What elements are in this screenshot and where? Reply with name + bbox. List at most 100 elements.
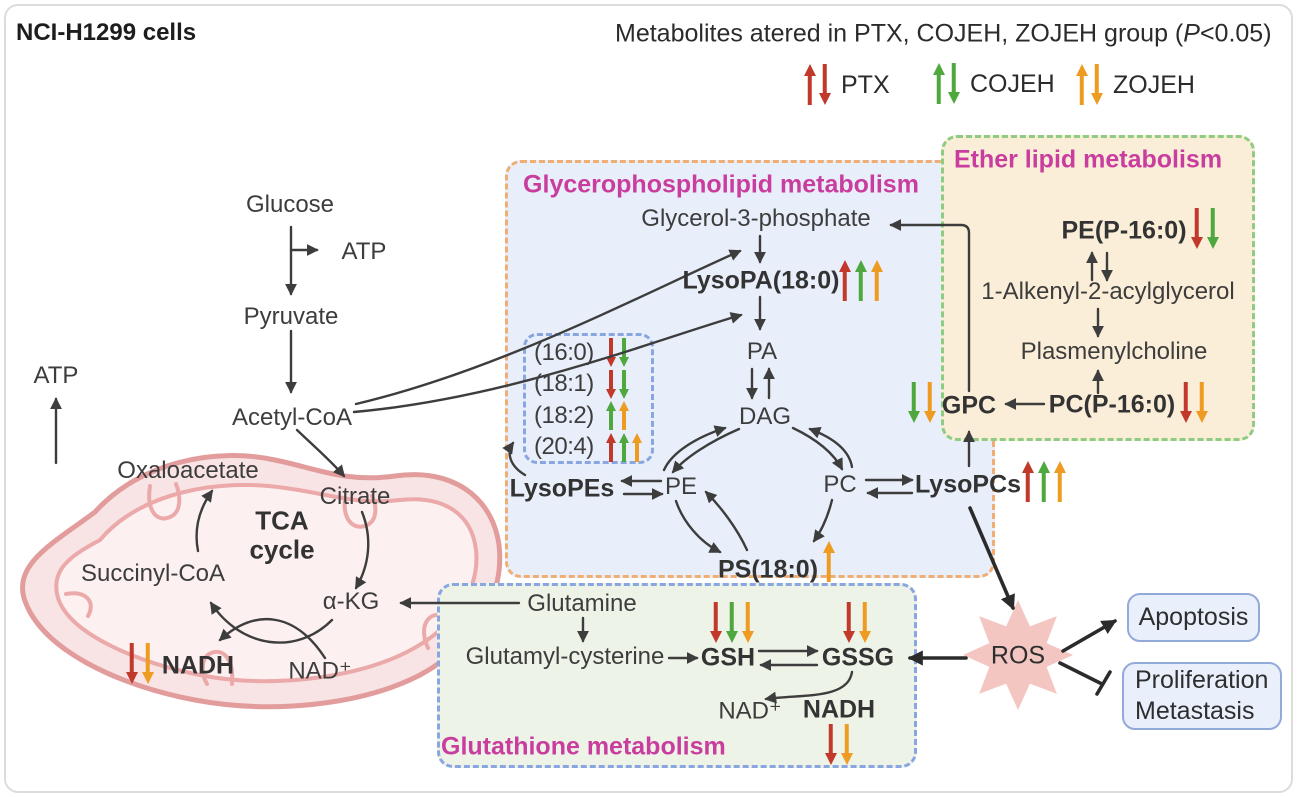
- change-arrow-ptx-down: [818, 64, 831, 105]
- label-gssg: GSSG: [821, 643, 895, 672]
- lysopa-change-arrows: [838, 260, 883, 301]
- change-arrow-zojeh-down: [840, 724, 853, 765]
- label-gsh: GSH: [700, 643, 756, 672]
- change-arrow-cojeh-down: [725, 602, 738, 643]
- change-arrow-cojeh-up: [618, 433, 629, 462]
- label-lysopcs: LysoPCs: [914, 470, 1022, 499]
- label-pep160: PE(P-16:0): [1061, 216, 1187, 245]
- legend-title-pvalue: P: [1183, 19, 1200, 48]
- apoptosis-box: Apoptosis: [1127, 593, 1260, 642]
- nadh-glutathione-change-arrows: [824, 724, 853, 765]
- change-arrows: [605, 338, 629, 367]
- label-glutamine: Glutamine: [527, 590, 637, 617]
- change-arrow-ptx-down: [125, 643, 138, 684]
- label-citrate: Citrate: [319, 483, 391, 510]
- fatty-acid-label: (20:4): [534, 433, 594, 461]
- change-arrow-cojeh-up: [854, 260, 867, 301]
- fatty-acid-label: (18:1): [534, 370, 594, 398]
- change-arrow-zojeh-down: [858, 602, 871, 643]
- change-arrow-zojeh-down: [923, 382, 936, 423]
- fatty-acid-label: (16:0): [534, 338, 594, 366]
- legend-item-zojeh: ZOJEH: [1075, 64, 1195, 105]
- label-pyruvate: Pyruvate: [243, 303, 339, 330]
- change-arrow-zojeh-up: [822, 541, 835, 582]
- legend-title-prefix: Metabolites atered in PTX, COJEH, ZOJEH …: [615, 19, 1184, 48]
- gpc-change-arrows: [907, 382, 936, 423]
- gsh-change-arrows: [709, 602, 754, 643]
- legend-title: Metabolites atered in PTX, COJEH, ZOJEH …: [615, 20, 1272, 49]
- label-nad-mito: NAD⁺: [288, 657, 352, 685]
- fatty-acid-row: (16:0): [534, 337, 651, 369]
- lysope-species-box: (16:0) (18:1) (18:2) (20:4): [523, 333, 654, 464]
- pep160-change-arrows: [1190, 208, 1219, 249]
- proliferation-metastasis-box: Proliferation Metastasis: [1122, 662, 1282, 730]
- change-arrow-zojeh-down: [1195, 382, 1208, 423]
- change-arrow-cojeh-down: [618, 370, 629, 399]
- label-oxaloacetate: Oxaloacetate: [117, 457, 259, 484]
- label-glycerol-3-phosphate: Glycerol-3-phosphate: [641, 205, 871, 232]
- change-arrow-ptx-up: [803, 64, 816, 105]
- label-dag: DAG: [738, 403, 792, 430]
- change-arrow-zojeh-up: [631, 433, 642, 462]
- label-ros: ROS: [990, 641, 1046, 670]
- label-nad-glutathione: NAD⁺: [718, 697, 782, 725]
- cojeh-legend-label: COJEH: [970, 70, 1055, 98]
- pcp160-change-arrows: [1179, 382, 1208, 423]
- zojeh-legend-label: ZOJEH: [1113, 71, 1195, 99]
- change-arrow-cojeh-down: [947, 63, 960, 104]
- change-arrow-ptx-down: [1190, 208, 1203, 249]
- label-ps: PS(18:0): [717, 555, 819, 584]
- change-arrow-cojeh-down: [618, 338, 629, 367]
- change-arrow-ptx-up: [838, 260, 851, 301]
- change-arrow-zojeh-down: [1090, 64, 1103, 105]
- change-arrow-ptx-down: [605, 370, 616, 399]
- label-glucose: Glucose: [245, 191, 335, 218]
- label-gpc: GPC: [941, 391, 997, 420]
- ptx-legend-label: PTX: [841, 71, 890, 99]
- change-arrow-ptx-down: [824, 724, 837, 765]
- change-arrow-cojeh-down: [1206, 208, 1219, 249]
- label-tca-cycle: TCA cycle: [249, 505, 315, 565]
- label-pcp160: PC(P-16:0): [1048, 390, 1176, 419]
- ether-lipid-title: Ether lipid metabolism: [953, 145, 1223, 174]
- change-arrows: [605, 370, 629, 399]
- legend-item-ptx: PTX: [803, 64, 890, 105]
- change-arrow-ptx-up: [605, 433, 616, 462]
- change-arrow-zojeh-up: [1075, 64, 1088, 105]
- glutathione-title: Glutathione metabolism: [441, 732, 726, 761]
- fatty-acid-row: (20:4): [534, 432, 651, 464]
- lysopcs-change-arrows: [1021, 461, 1066, 502]
- change-arrows: [605, 433, 642, 462]
- label-acetyl-coa: Acetyl-CoA: [231, 404, 353, 431]
- label-nadh-glutathione: NADH: [802, 695, 876, 724]
- change-arrow-zojeh-up: [1053, 461, 1066, 502]
- legend-title-suffix: <0.05): [1199, 19, 1272, 48]
- label-nadh-mito: NADH: [161, 651, 235, 680]
- label-alkenyl-acylglycerol: 1-Alkenyl-2-acylglycerol: [981, 278, 1235, 305]
- change-arrow-zojeh-down: [141, 643, 154, 684]
- figure-border: [4, 4, 1293, 793]
- change-arrow-cojeh-up: [605, 401, 616, 430]
- change-arrow-zojeh-down: [741, 602, 754, 643]
- label-plasmenylcholine: Plasmenylcholine: [1020, 338, 1208, 365]
- change-arrow-ptx-down: [1179, 382, 1192, 423]
- zojeh-legend-arrows: [1075, 64, 1103, 105]
- label-alpha-kg: α-KG: [322, 588, 380, 615]
- change-arrows: [605, 401, 629, 430]
- gssg-change-arrows: [842, 602, 871, 643]
- change-arrow-ptx-up: [1021, 461, 1034, 502]
- label-glutamyl-cysterine: Glutamyl-cysterine: [465, 643, 665, 670]
- metastasis-label: Metastasis: [1135, 697, 1255, 725]
- legend-item-cojeh: COJEH: [932, 63, 1055, 104]
- ptx-legend-arrows: [803, 64, 831, 105]
- change-arrow-ptx-down: [709, 602, 722, 643]
- cojeh-legend-arrows: [932, 63, 960, 104]
- change-arrow-cojeh-up: [932, 63, 945, 104]
- label-atp-mito: ATP: [33, 362, 79, 389]
- label-lysopa: LysoPA(18:0): [682, 266, 840, 295]
- glycerophospholipid-title: Glycerophospholipid metabolism: [523, 170, 919, 199]
- change-arrow-ptx-down: [605, 338, 616, 367]
- change-arrow-cojeh-up: [1037, 461, 1050, 502]
- label-pa: PA: [746, 338, 778, 365]
